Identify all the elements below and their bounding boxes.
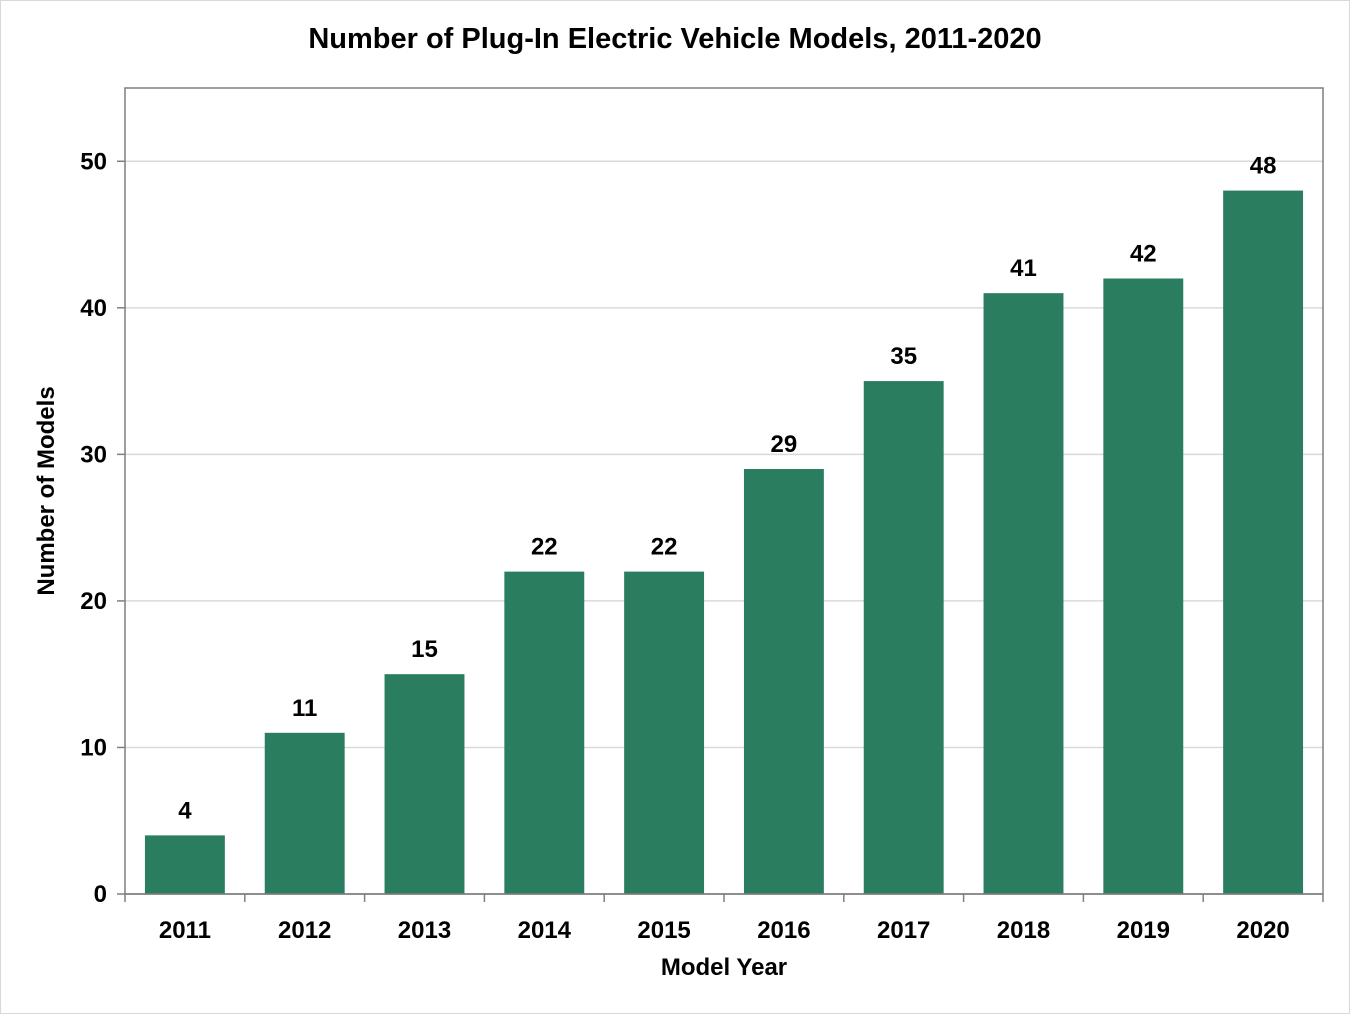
bar-2019: [1103, 278, 1184, 894]
data-label-2014: 22: [531, 534, 558, 561]
x-axis-title: Model Year: [661, 954, 787, 981]
data-label-2011: 4: [178, 797, 192, 824]
x-tick-label: 2016: [757, 917, 810, 944]
y-tick-label: 20: [80, 588, 107, 615]
x-tick-label: 2018: [997, 917, 1050, 944]
y-tick-label: 30: [80, 441, 107, 468]
axes: 0 10 20 30 40 50 2011 2012 2013 2014 2015 2016 2017 2…: [80, 148, 1324, 944]
bar-2017: [863, 381, 944, 894]
data-label-2020: 48: [1250, 153, 1277, 180]
bar-2016: [743, 469, 824, 894]
y-tick-label: 0: [94, 881, 107, 908]
y-tick-label: 10: [80, 734, 107, 761]
chart-title: Number of Plug-In Electric Vehicle Model…: [308, 23, 1041, 55]
x-tick-label: 2014: [518, 917, 572, 944]
bar-2018: [983, 293, 1064, 894]
x-tick-label: 2015: [637, 917, 690, 944]
bar-2013: [384, 674, 465, 894]
data-label-2017: 35: [890, 343, 917, 370]
y-tick-label: 50: [80, 148, 107, 175]
x-tick-label: 2013: [398, 917, 451, 944]
x-tick-label: 2020: [1236, 917, 1289, 944]
x-tick-label: 2017: [877, 917, 930, 944]
data-label-2016: 29: [771, 431, 798, 458]
data-label-2019: 42: [1130, 241, 1157, 268]
bar-2014: [504, 571, 585, 894]
data-label-2015: 22: [651, 534, 678, 561]
x-tick-label: 2019: [1117, 917, 1170, 944]
y-axis-title: Number of Models: [33, 386, 60, 595]
bar-2011: [144, 835, 225, 894]
bar-2015: [624, 571, 705, 894]
data-label-2012: 11: [292, 695, 317, 722]
x-tick-label: 2012: [278, 917, 331, 944]
bars: [144, 190, 1304, 895]
bar-2012: [264, 732, 345, 894]
data-label-2013: 15: [411, 636, 438, 663]
bar-2020: [1223, 190, 1304, 895]
data-label-2018: 41: [1010, 255, 1037, 282]
x-tick-label: 2011: [159, 917, 211, 944]
data-labels: 4 11 15 22 22 29 35 41 42 48: [178, 153, 1276, 825]
y-tick-label: 40: [80, 295, 107, 322]
